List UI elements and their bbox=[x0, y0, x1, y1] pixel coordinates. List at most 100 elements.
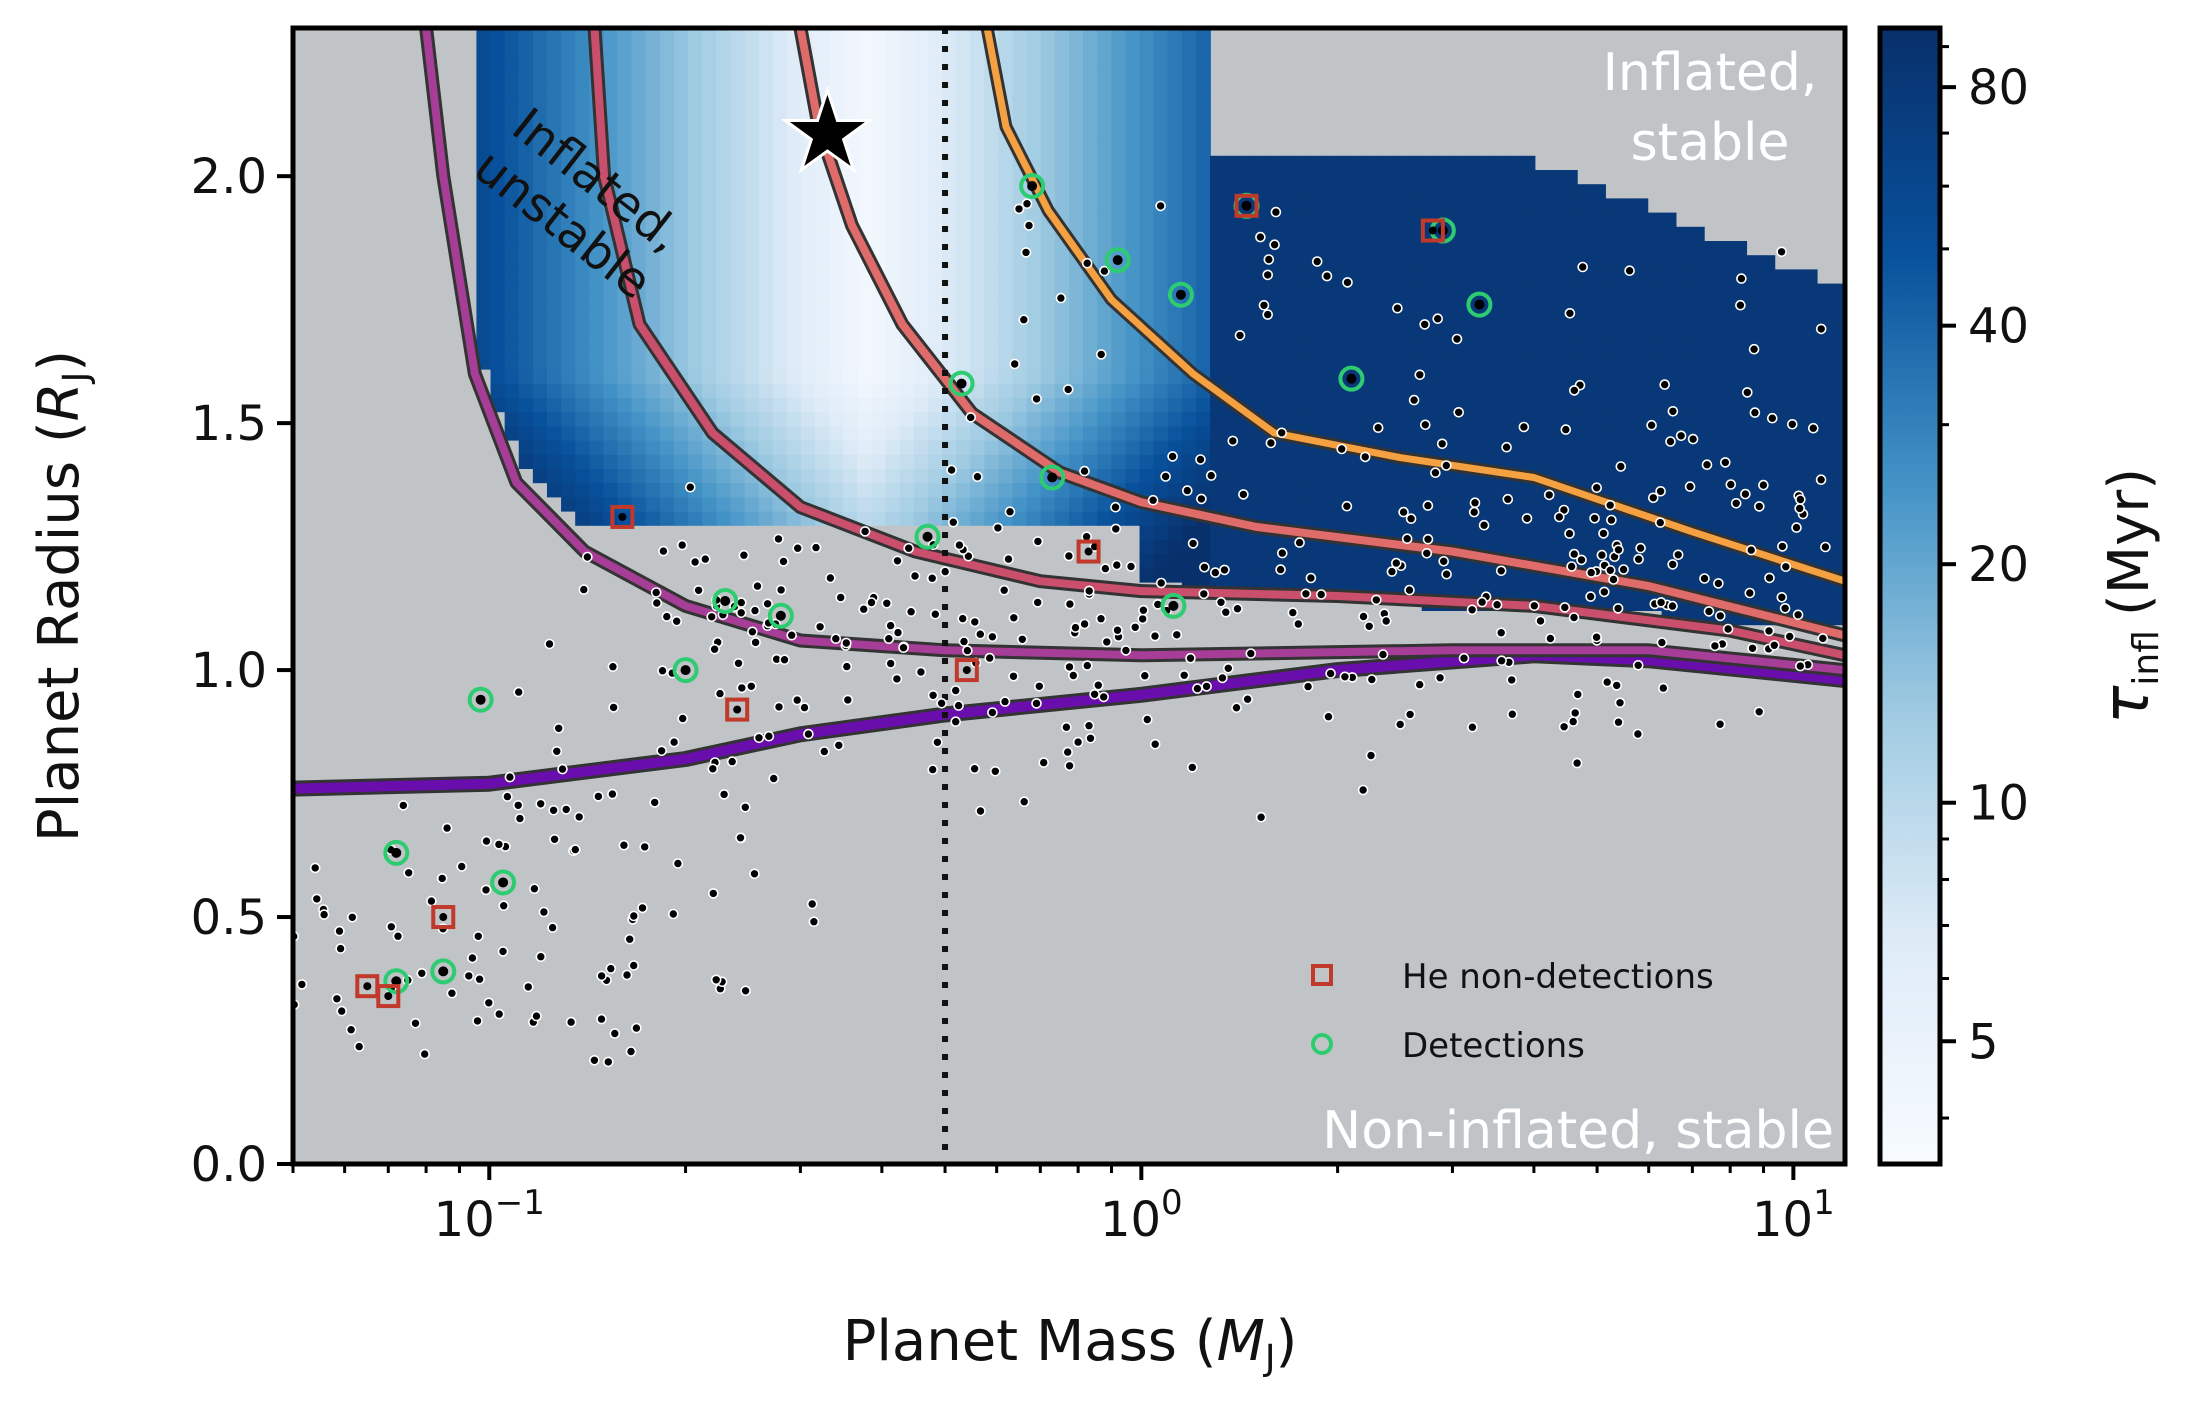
heatmap-cell bbox=[1069, 56, 1084, 72]
heatmap-cell bbox=[1449, 482, 1465, 498]
heatmap-cell bbox=[1125, 56, 1141, 72]
heatmap-cell bbox=[716, 454, 732, 469]
population-point bbox=[1138, 604, 1149, 616]
heatmap-cell bbox=[589, 340, 605, 356]
heatmap-cell bbox=[772, 425, 788, 441]
heatmap-cell bbox=[1591, 383, 1606, 398]
population-point bbox=[1767, 412, 1778, 424]
heatmap-cell bbox=[518, 354, 534, 370]
heatmap-cell bbox=[1026, 312, 1042, 327]
heatmap-cell bbox=[913, 127, 929, 143]
heatmap-cell bbox=[1562, 581, 1578, 597]
heatmap-cell bbox=[1816, 482, 1832, 498]
heatmap-cell bbox=[1069, 397, 1084, 413]
heatmap-cell bbox=[1097, 439, 1113, 455]
heatmap-cell bbox=[1576, 411, 1592, 427]
heatmap-cell bbox=[603, 42, 619, 58]
heatmap-cell bbox=[1322, 567, 1338, 583]
heatmap-cell bbox=[1421, 397, 1437, 413]
heatmap-cell bbox=[1718, 297, 1733, 313]
heatmap-cell bbox=[1111, 439, 1127, 455]
heatmap-cell bbox=[956, 99, 972, 114]
heatmap-cell bbox=[688, 312, 703, 327]
heatmap-cell bbox=[575, 155, 591, 171]
heatmap-cell bbox=[1069, 439, 1084, 455]
heatmap-cell bbox=[659, 510, 675, 526]
heatmap-cell bbox=[956, 354, 972, 370]
heatmap-cell bbox=[1195, 170, 1211, 185]
heatmap-cell bbox=[1449, 383, 1465, 398]
heatmap-cell bbox=[899, 226, 915, 242]
heatmap-cell bbox=[561, 141, 576, 157]
heatmap-cell bbox=[1548, 454, 1564, 469]
heatmap-cell bbox=[688, 269, 703, 285]
population-point bbox=[1275, 564, 1286, 575]
heatmap-cell bbox=[1464, 255, 1479, 271]
heatmap-cell bbox=[800, 226, 816, 242]
heatmap-cell bbox=[1280, 368, 1296, 384]
population-point bbox=[858, 603, 870, 615]
heatmap-cell bbox=[1195, 84, 1211, 100]
heatmap-cell bbox=[702, 155, 718, 171]
heatmap-cell bbox=[645, 368, 661, 384]
population-point bbox=[1401, 533, 1413, 545]
population-point bbox=[1458, 652, 1470, 664]
heatmap-cell bbox=[1534, 397, 1550, 413]
heatmap-cell bbox=[1238, 553, 1254, 569]
heatmap-cell bbox=[998, 383, 1014, 398]
heatmap-cell bbox=[730, 269, 746, 285]
population-point bbox=[707, 763, 719, 775]
heatmap-cell bbox=[1181, 525, 1197, 540]
heatmap-cell bbox=[532, 99, 548, 114]
heatmap-cell bbox=[730, 99, 746, 114]
population-point bbox=[1577, 261, 1588, 273]
heatmap-cell bbox=[1393, 397, 1409, 413]
heatmap-cell bbox=[1238, 439, 1254, 455]
heatmap-cell bbox=[1788, 283, 1804, 299]
population-point bbox=[618, 839, 630, 851]
heatmap-cell bbox=[956, 28, 972, 43]
heatmap-cell bbox=[913, 468, 929, 484]
heatmap-cell bbox=[1407, 170, 1423, 185]
heatmap-cell bbox=[843, 56, 859, 72]
population-point bbox=[1618, 564, 1629, 575]
heatmap-cell bbox=[1181, 28, 1197, 43]
heatmap-cell bbox=[1732, 255, 1748, 271]
heatmap-cell bbox=[885, 383, 901, 398]
heatmap-cell bbox=[1308, 397, 1324, 413]
population-point bbox=[926, 572, 938, 584]
heatmap-cell bbox=[1788, 340, 1804, 356]
heatmap-cell bbox=[1195, 141, 1211, 157]
heatmap-cell bbox=[1393, 198, 1409, 214]
heatmap-cell bbox=[1167, 525, 1183, 540]
heatmap-cell bbox=[885, 411, 901, 427]
heatmap-cell bbox=[518, 184, 534, 200]
heatmap-cell bbox=[1520, 198, 1536, 214]
x-axis-ticks: 10−1 100 101 bbox=[291, 1164, 1835, 1248]
heatmap-cell bbox=[744, 312, 760, 327]
detection-marker bbox=[383, 839, 410, 866]
heatmap-cell bbox=[1026, 496, 1042, 512]
heatmap-cell bbox=[744, 269, 760, 285]
heatmap-cell bbox=[1591, 184, 1606, 200]
heatmap-cell bbox=[1774, 354, 1790, 370]
heatmap-cell bbox=[758, 141, 774, 157]
heatmap-cell bbox=[575, 42, 591, 58]
heatmap-cell bbox=[631, 468, 647, 484]
population-point bbox=[892, 555, 903, 567]
heatmap-cell bbox=[504, 155, 520, 171]
population-point bbox=[1394, 719, 1406, 730]
heatmap-cell bbox=[603, 439, 619, 455]
heatmap-cell bbox=[617, 198, 633, 214]
heatmap-cell bbox=[871, 354, 887, 370]
heatmap-cell bbox=[843, 141, 859, 157]
heatmap-cell bbox=[1322, 496, 1338, 512]
heatmap-cell bbox=[688, 42, 703, 58]
heatmap-cell bbox=[1464, 383, 1479, 398]
heatmap-cell bbox=[716, 326, 732, 342]
heatmap-cell bbox=[1210, 482, 1225, 498]
heatmap-cell bbox=[956, 212, 972, 228]
heatmap-cell bbox=[1619, 326, 1635, 342]
heatmap-cell bbox=[800, 468, 816, 484]
heatmap-cell bbox=[1195, 297, 1211, 313]
